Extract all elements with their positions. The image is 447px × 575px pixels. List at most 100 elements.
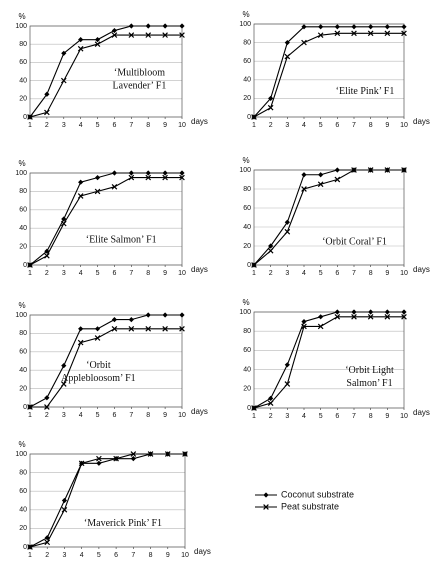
diamond-marker xyxy=(368,24,374,30)
x-marker-stroke xyxy=(401,30,407,37)
x-marker-stroke xyxy=(27,262,33,268)
series-line xyxy=(29,177,182,266)
diamond-marker xyxy=(111,317,118,323)
x-marker-stroke xyxy=(367,167,374,173)
annotation: Salmon’ F1 xyxy=(346,378,392,389)
diamond-marker xyxy=(318,24,324,30)
x-tick-label: 3 xyxy=(62,270,66,277)
x-marker-stroke xyxy=(251,114,257,120)
x-tick-label: 2 xyxy=(269,413,273,420)
diamond-marker xyxy=(334,167,340,173)
x-marker xyxy=(367,167,374,173)
x-marker-stroke xyxy=(367,30,374,37)
diamond-marker xyxy=(284,362,290,368)
x-marker xyxy=(384,30,391,37)
diamond-marker xyxy=(44,91,50,97)
x-marker xyxy=(145,325,152,332)
x-marker-stroke xyxy=(94,335,101,341)
x-marker-stroke xyxy=(27,544,33,550)
diamond-marker xyxy=(111,170,118,176)
x-axis-label: days xyxy=(191,407,208,416)
x-marker-stroke xyxy=(44,109,50,116)
x-marker-stroke xyxy=(130,451,137,457)
x-tick-label: 8 xyxy=(369,122,373,129)
x-tick-label: 5 xyxy=(319,413,323,420)
y-tick-label: 60 xyxy=(243,347,251,354)
x-marker-stroke xyxy=(263,504,269,510)
y-tick-label: 60 xyxy=(243,205,251,212)
x-marker xyxy=(251,405,257,411)
x-marker-stroke xyxy=(27,404,33,410)
x-tick-label: 7 xyxy=(129,270,133,277)
y-tick-label: 20 xyxy=(243,243,251,250)
annotation: ‘Multibloom xyxy=(114,67,165,78)
x-marker xyxy=(162,325,168,332)
diamond-marker xyxy=(268,95,274,101)
y-tick-label: 0 xyxy=(247,262,251,269)
x-tick-label: 10 xyxy=(400,413,408,420)
x-tick-label: 1 xyxy=(252,122,256,129)
x-tick-label: 2 xyxy=(45,412,49,419)
y-tick-label: 40 xyxy=(243,366,251,373)
diamond-marker xyxy=(401,309,407,315)
y-tick-label: 60 xyxy=(243,58,251,65)
x-marker xyxy=(267,104,274,111)
x-tick-label: 9 xyxy=(163,412,167,419)
x-tick-label: 6 xyxy=(112,122,116,129)
x-tick-label: 5 xyxy=(97,552,101,559)
diamond-marker xyxy=(284,40,290,46)
x-marker xyxy=(77,339,84,346)
x-marker xyxy=(284,228,291,235)
x-tick-label: 2 xyxy=(269,122,273,129)
series-line xyxy=(29,453,185,548)
x-marker-stroke xyxy=(77,45,84,52)
x-marker-stroke xyxy=(128,325,135,332)
x-marker-stroke xyxy=(367,313,374,320)
series-line xyxy=(253,316,404,409)
x-marker xyxy=(111,32,118,38)
diamond-marker xyxy=(351,24,357,30)
x-tick-label: 9 xyxy=(166,552,170,559)
annotation: Lavender’ F1 xyxy=(113,80,167,91)
x-marker xyxy=(401,167,407,173)
x-marker-stroke xyxy=(162,174,168,181)
diamond-marker xyxy=(179,23,185,29)
x-tick-label: 3 xyxy=(62,122,66,129)
legend-label: Coconut substrate xyxy=(281,489,354,499)
x-marker-stroke xyxy=(317,32,324,38)
series-line xyxy=(253,169,404,266)
y-tick-label: 100 xyxy=(15,451,27,458)
diamond-marker xyxy=(61,497,68,504)
x-tick-label: 10 xyxy=(400,270,408,277)
diamond-marker xyxy=(61,50,67,56)
x-marker xyxy=(27,262,33,268)
x-marker-stroke xyxy=(77,193,84,199)
series-line xyxy=(29,314,182,408)
x-marker-stroke xyxy=(44,252,50,259)
x-tick-label: 3 xyxy=(285,413,289,420)
diamond-marker xyxy=(318,172,324,178)
x-marker xyxy=(351,167,357,173)
x-marker xyxy=(78,460,85,467)
x-marker xyxy=(334,176,341,183)
y-tick-label: 0 xyxy=(23,262,27,269)
annotation: ‘Orbit xyxy=(86,360,111,371)
series-line xyxy=(253,26,404,118)
x-marker-stroke xyxy=(60,220,67,227)
x-marker xyxy=(162,174,168,181)
x-marker-stroke xyxy=(61,506,68,513)
x-tick-label: 5 xyxy=(96,122,100,129)
x-tick-label: 1 xyxy=(28,270,32,277)
x-marker xyxy=(113,455,119,462)
diamond-marker xyxy=(318,314,324,320)
x-marker xyxy=(267,247,274,254)
y-tick-label: 100 xyxy=(15,23,27,30)
x-tick-label: 7 xyxy=(129,412,133,419)
x-tick-label: 8 xyxy=(369,270,373,277)
x-tick-label: 2 xyxy=(45,122,49,129)
y-tick-label: 40 xyxy=(19,225,27,232)
annotation: ‘Elite Salmon’ F1 xyxy=(86,234,157,245)
x-marker xyxy=(179,32,185,38)
x-tick-label: 7 xyxy=(131,552,135,559)
x-marker xyxy=(351,30,357,37)
